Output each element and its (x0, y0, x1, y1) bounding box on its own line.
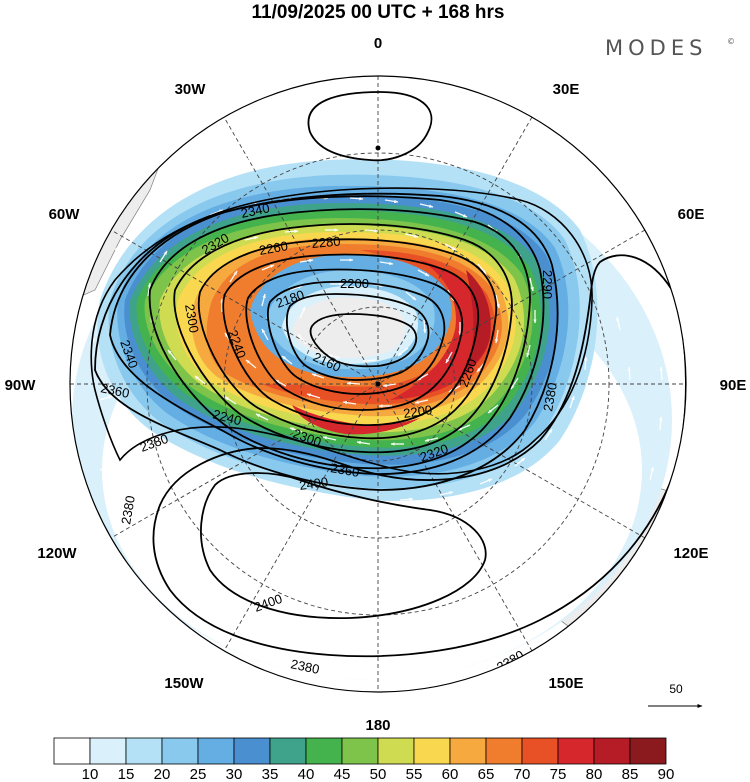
wind-speed-shading (72, 159, 672, 680)
colorbar-swatch (413, 737, 451, 765)
contour-2400-north (307, 91, 433, 162)
pole-dot (375, 145, 381, 151)
colorbar-swatch (161, 737, 199, 765)
contour-label: 2380 (289, 656, 320, 677)
lon-label-150e: 150E (548, 675, 583, 692)
contour-2240 (245, 268, 464, 411)
colorbar-label: 45 (334, 766, 351, 782)
colorbar-swatch (53, 737, 91, 765)
contour-label: 2360 (99, 380, 130, 401)
globe-outline (69, 75, 687, 693)
longitude-labels: 0 30E 60E 90E 120E 150E 180 150W 120W 90… (5, 35, 747, 734)
brand-logo: MODES (605, 36, 707, 60)
colorbar-label: 65 (478, 766, 495, 782)
colorbar-swatch (593, 737, 631, 765)
colorbar-label: 35 (262, 766, 279, 782)
calm-inner (220, 478, 520, 577)
colorbar-label: 20 (154, 766, 171, 782)
colorbar-label: 40 (298, 766, 315, 782)
colorbar: 10 15 20 25 30 35 40 45 50 55 60 65 70 75 80 85 90 (53, 737, 675, 782)
colorbar-swatch (377, 737, 415, 765)
colorbar-label: 50 (370, 766, 387, 782)
contour-2400-south (200, 472, 487, 619)
contour-2320 (148, 208, 531, 470)
colorbar-swatch (197, 737, 235, 765)
south-pole-marker (375, 381, 381, 387)
contour-2280 (197, 238, 498, 440)
map-title: 11/09/2025 00 UTC + 168 hrs (252, 2, 505, 23)
contour-label: 2200 (340, 276, 369, 291)
colorbar-boxes (53, 737, 667, 765)
contour-2360 (94, 192, 559, 491)
lon-label-60e: 60E (678, 206, 705, 223)
lon-label-30w: 30W (175, 81, 207, 98)
colorbar-swatch (89, 737, 127, 765)
contour-2160 (309, 313, 418, 368)
lon-label-30e: 30E (553, 81, 580, 98)
wind-band-80 (390, 260, 491, 400)
colorbar-label: 60 (442, 766, 459, 782)
contour-label: 2280 (311, 234, 341, 251)
lon-label-120w: 120W (37, 545, 77, 562)
contour-2380-outer (90, 187, 593, 475)
contour-label: 2200 (402, 402, 433, 421)
colorbar-swatch (341, 737, 379, 765)
colorbar-swatch (629, 737, 667, 765)
colorbar-swatch (521, 737, 559, 765)
colorbar-label: 85 (622, 766, 639, 782)
reference-vector-label: 50 (669, 682, 683, 696)
core-land (292, 297, 406, 359)
lon-label-90w: 90W (5, 377, 37, 394)
colorbar-label: 80 (586, 766, 603, 782)
contour-label: 2400 (298, 474, 329, 493)
colorbar-swatch (233, 737, 271, 765)
colorbar-swatch (485, 737, 523, 765)
contour-label: 2260 (258, 238, 289, 258)
contour-2300 (173, 223, 513, 454)
contour-2260 (222, 253, 480, 426)
lon-label-150w: 150W (164, 675, 204, 692)
lon-label-90e: 90E (720, 377, 747, 394)
contour-label: 2360 (329, 460, 360, 480)
lon-label-180: 180 (365, 717, 390, 734)
contour-label: 2380 (540, 381, 560, 412)
colorbar-swatch (125, 737, 163, 765)
wind-band-80-south (292, 405, 420, 435)
lon-label-120e: 120E (673, 545, 708, 562)
contour-2180 (286, 293, 430, 381)
colorbar-label: 75 (550, 766, 567, 782)
contour-2200 (267, 280, 446, 395)
colorbar-label: 55 (406, 766, 423, 782)
colorbar-label: 30 (226, 766, 243, 782)
colorbar-label: 10 (82, 766, 99, 782)
colorbar-swatch (449, 737, 487, 765)
colorbar-label: 15 (118, 766, 135, 782)
contour-label: 2290 (540, 270, 555, 299)
contour-label: 2340 (240, 200, 271, 221)
brand-mark: © (727, 37, 735, 46)
colorbar-swatch (269, 737, 307, 765)
lon-label-0: 0 (374, 35, 382, 52)
colorbar-label: 25 (190, 766, 207, 782)
contour-label: 2240 (211, 406, 243, 428)
colorbar-label: 70 (514, 766, 531, 782)
contour-label: 2380 (118, 494, 138, 525)
globe: 2340 2320 2280 2260 2200 2180 2160 2340 … (70, 76, 686, 692)
colorbar-labels: 10 15 20 25 30 35 40 45 50 55 60 65 70 75 80 85 90 (82, 766, 675, 782)
contour-2340 (109, 195, 545, 475)
colorbar-swatch (557, 737, 595, 765)
height-contours (90, 91, 686, 658)
colorbar-label: 90 (658, 766, 675, 782)
lon-label-60w: 60W (49, 206, 81, 223)
contour-label: 2300 (182, 303, 202, 334)
colorbar-swatch (305, 737, 343, 765)
